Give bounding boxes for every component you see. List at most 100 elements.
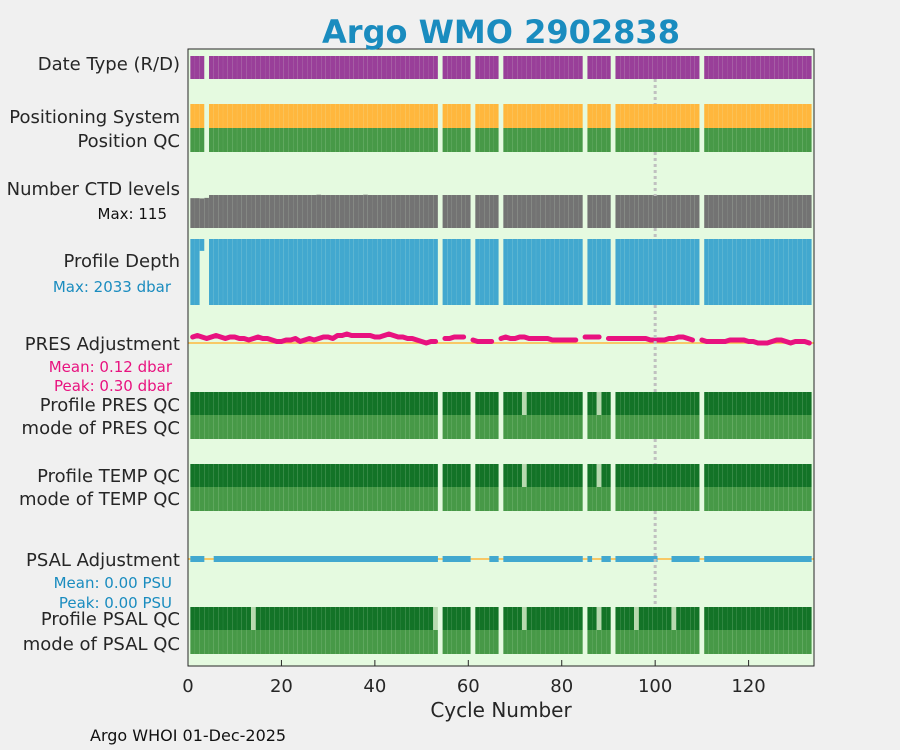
mode_pres_qc-bar-57 (451, 415, 457, 439)
mode_psal_qc-bar-65 (489, 630, 494, 654)
profile_pres_qc-bar-33 (339, 392, 345, 415)
date_type-bar-62 (475, 56, 480, 79)
positioning_system-bar-47 (405, 104, 410, 128)
profile_pres_qc-bar-15 (255, 392, 261, 415)
profile_temp_qc-bar-73 (526, 464, 532, 487)
positioning_system-bar-36 (353, 104, 359, 128)
position_qc-bar-82 (568, 128, 574, 152)
mode_psal_qc-bar-59 (461, 630, 466, 654)
profile_pres_qc-bar-79 (554, 392, 560, 415)
profile_temp_qc-bar-76 (540, 464, 546, 487)
positioning_system-bar-113 (713, 104, 719, 128)
profile_pres_qc-bar-71 (517, 392, 522, 415)
x-tick-label-80: 80 (550, 676, 573, 697)
mode_pres_qc-bar-104 (671, 415, 677, 439)
mode_pres_qc-bar-2 (195, 415, 200, 439)
mode_psal_qc-bar-52 (428, 630, 434, 654)
mode_pres_qc-bar-11 (237, 415, 242, 439)
profile_psal_qc-bar-43 (386, 607, 392, 630)
mode_psal_qc-bar-100 (652, 630, 658, 654)
profile-depth-bar-72 (522, 239, 527, 305)
mode_temp_qc-bar-129 (788, 487, 793, 511)
position_qc-bar-12 (241, 128, 247, 152)
date_type-bar-78 (550, 56, 555, 79)
profile_psal_qc-bar-108 (690, 607, 695, 630)
mode_temp_qc-bar-108 (690, 487, 695, 511)
mode_pres_qc-bar-60 (465, 415, 471, 439)
mode_psal_qc-bar-80 (559, 630, 564, 654)
date_type-bar-2 (195, 56, 200, 79)
profile_temp_qc-bar-50 (419, 464, 424, 487)
ctd-levels-bar-94 (624, 195, 630, 228)
date_type-bar-77 (545, 56, 550, 79)
mode_psal_qc-bar-76 (540, 630, 546, 654)
mode_psal_qc-bar-12 (241, 630, 247, 654)
profile_pres_qc-bar-117 (732, 392, 737, 415)
positioning_system-bar-74 (531, 104, 536, 128)
pres-adjustment-series (605, 334, 696, 343)
mode_temp_qc-bar-125 (769, 487, 775, 511)
ctd-levels-bar-15 (255, 195, 261, 228)
position_qc-bar-99 (648, 128, 653, 152)
ctd-levels-bar-17 (265, 195, 270, 228)
date_type-bar-58 (456, 56, 462, 79)
ctd-levels-bar-24 (297, 195, 303, 228)
mode_pres_qc-bar-45 (395, 415, 401, 439)
profile_psal_qc-bar-14 (251, 607, 256, 630)
profile_pres_qc-bar-59 (461, 392, 466, 415)
profile-depth-bar-128 (783, 239, 789, 305)
profile_psal_qc-bar-3 (199, 607, 205, 630)
profile_pres_qc-bar-99 (648, 392, 653, 415)
positioning_system-bar-8 (223, 104, 228, 128)
ctd-levels-bar-48 (409, 195, 415, 228)
profile-depth-bar-21 (283, 239, 289, 305)
date_type-bar-65 (489, 56, 494, 79)
mode_pres_qc-bar-3 (199, 415, 205, 439)
mode_temp_qc-bar-21 (283, 487, 289, 511)
position_qc-bar-43 (386, 128, 392, 152)
date_type-bar-92 (615, 56, 621, 79)
position_qc-bar-132 (802, 128, 807, 152)
positioning_system-bar-88 (596, 104, 602, 128)
mode_psal_qc-bar-120 (746, 630, 751, 654)
profile_psal_qc-bar-38 (363, 607, 368, 630)
date_type-bar-59 (461, 56, 466, 79)
mode_pres_qc-bar-129 (788, 415, 793, 439)
ctd-levels-bar-88 (596, 195, 602, 228)
positioning_system-bar-52 (428, 104, 434, 128)
mode_temp_qc-bar-32 (335, 487, 340, 511)
profile_pres_qc-bar-31 (330, 392, 336, 415)
mode_psal_qc-bar-42 (381, 630, 387, 654)
profile-depth-bar-82 (568, 239, 574, 305)
ctd-levels-bar-10 (232, 195, 237, 228)
profile_pres_qc-bar-93 (620, 392, 625, 415)
position_qc-bar-9 (227, 128, 233, 152)
positioning_system-bar-27 (311, 104, 317, 128)
date_type-bar-39 (367, 56, 373, 79)
profile_psal_qc-bar-26 (307, 607, 312, 630)
ctd-levels-bar-7 (218, 195, 223, 228)
mode_pres_qc-bar-88 (596, 415, 602, 439)
row-position_qc (190, 128, 812, 152)
profile_pres_qc-bar-69 (508, 392, 513, 415)
mode_psal_qc-bar-104 (671, 630, 677, 654)
date_type-bar-32 (335, 56, 340, 79)
profile_pres_qc-bar-44 (391, 392, 396, 415)
position_qc-bar-80 (559, 128, 564, 152)
profile_psal_qc-bar-70 (512, 607, 518, 630)
profile_psal_qc-bar-46 (400, 607, 406, 630)
date_type-bar-101 (657, 56, 663, 79)
mode_pres_qc-bar-73 (526, 415, 532, 439)
mode_pres_qc-bar-126 (774, 415, 779, 439)
positioning_system-bar-19 (274, 104, 280, 128)
profile_pres_qc-bar-5 (209, 392, 214, 415)
mode_pres_qc-bar-98 (643, 415, 649, 439)
ctd-levels-bar-123 (760, 195, 765, 228)
profile_temp_qc-bar-2 (195, 464, 200, 487)
ctd-levels-bar-39 (367, 195, 373, 228)
date_type-bar-72 (522, 56, 527, 79)
date_type-bar-84 (578, 56, 583, 79)
date_type-bar-21 (283, 56, 289, 79)
profile_temp_qc-bar-112 (708, 464, 714, 487)
row-annotations: Max: 115 Max: 2033 dbar Mean: 0.12 dbar … (49, 205, 173, 612)
